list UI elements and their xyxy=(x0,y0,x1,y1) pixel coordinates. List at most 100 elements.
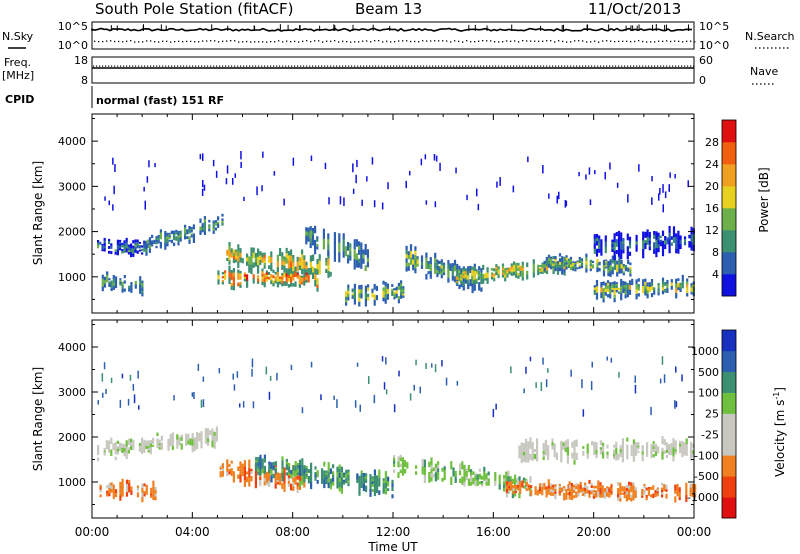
heatmap-cell xyxy=(226,463,229,468)
heatmap-cell xyxy=(606,285,610,290)
heatmap-cell xyxy=(272,473,275,479)
heatmap-cell xyxy=(268,480,271,485)
heatmap-cell xyxy=(101,246,104,248)
heatmap-cell xyxy=(602,442,605,447)
heatmap-cell xyxy=(134,244,137,248)
heatmap-cell xyxy=(440,262,443,266)
nsearch-point xyxy=(278,40,280,42)
heatmap-cell xyxy=(402,288,405,291)
heatmap-cell xyxy=(641,496,644,498)
heatmap-cell xyxy=(207,438,210,443)
nave-point xyxy=(369,65,371,67)
velocity-colorbar-tick: -1000 xyxy=(687,491,719,504)
heatmap-cell xyxy=(256,186,258,196)
heatmap-cell xyxy=(615,239,618,244)
heatmap-cell xyxy=(656,491,659,494)
heatmap-cell xyxy=(598,235,601,240)
heatmap-cell xyxy=(517,267,520,271)
heatmap-cell xyxy=(345,299,348,303)
heatmap-cell xyxy=(607,261,610,265)
heatmap-cell xyxy=(516,482,520,486)
heatmap-cell xyxy=(518,476,521,483)
heatmap-cell xyxy=(128,479,131,484)
heatmap-cell xyxy=(257,248,260,258)
heatmap-cell xyxy=(314,471,317,476)
heatmap-cell xyxy=(581,487,584,490)
nave-point xyxy=(387,65,389,67)
heatmap-cell xyxy=(455,167,457,174)
heatmap-cell xyxy=(522,446,525,450)
heatmap-cell xyxy=(595,252,599,257)
heatmap-cell xyxy=(125,479,129,485)
heatmap-cell xyxy=(316,480,319,484)
heatmap-cell xyxy=(437,464,440,469)
heatmap-cell xyxy=(305,265,308,270)
heatmap-cell xyxy=(573,460,576,465)
heatmap-cell xyxy=(477,273,480,278)
heatmap-cell xyxy=(615,284,618,287)
heatmap-cell xyxy=(219,471,222,474)
heatmap-cell xyxy=(265,274,268,278)
heatmap-cell xyxy=(383,382,386,390)
nave-point xyxy=(144,65,146,67)
heatmap-cell xyxy=(327,258,330,266)
heatmap-cell xyxy=(505,485,509,490)
heatmap-cell xyxy=(470,478,473,483)
heatmap-cell xyxy=(108,241,111,245)
heatmap-cell xyxy=(340,482,343,489)
heatmap-cell xyxy=(641,457,644,462)
heatmap-cell xyxy=(541,264,544,267)
heatmap-cell xyxy=(641,451,644,456)
heatmap-cell xyxy=(119,399,122,408)
heatmap-cell xyxy=(467,266,470,273)
heatmap-cell xyxy=(661,250,665,257)
heatmap-cell xyxy=(525,486,528,489)
nsearch-point xyxy=(506,40,508,42)
heatmap-cell xyxy=(272,461,275,467)
heatmap-cell xyxy=(519,490,522,494)
heatmap-cell xyxy=(99,487,102,490)
heatmap-cell xyxy=(553,443,556,447)
heatmap-cell xyxy=(530,492,533,496)
heatmap-cell xyxy=(232,471,235,478)
heatmap-cell xyxy=(305,275,308,278)
heatmap-cell xyxy=(132,248,135,252)
nsearch-point xyxy=(590,41,592,43)
heatmap-cell xyxy=(592,490,595,493)
heatmap-cell xyxy=(606,288,610,292)
heatmap-cell xyxy=(436,259,439,264)
nsearch-point xyxy=(658,40,660,42)
heatmap-cell xyxy=(230,468,233,472)
heatmap-cell xyxy=(564,440,567,445)
power-colorbar-segment xyxy=(722,142,736,165)
heatmap-cell xyxy=(219,467,222,470)
nave-point xyxy=(399,65,401,67)
heatmap-cell xyxy=(184,236,187,240)
nave-point xyxy=(546,65,548,67)
nave-point xyxy=(177,65,179,67)
heatmap-cell xyxy=(561,262,564,269)
heatmap-cell xyxy=(232,285,235,291)
nsearch-point xyxy=(210,40,212,42)
heatmap-cell xyxy=(554,493,557,497)
heatmap-cell xyxy=(265,471,268,475)
heatmap-cell xyxy=(613,242,616,252)
heatmap-cell xyxy=(386,294,389,300)
heatmap-cell xyxy=(556,265,559,269)
heatmap-cell xyxy=(437,472,440,477)
heatmap-cell xyxy=(381,202,384,210)
heatmap-cell xyxy=(217,225,220,228)
heatmap-cell xyxy=(404,464,407,468)
heatmap-cell xyxy=(384,299,387,304)
heatmap-cell xyxy=(152,439,155,442)
heatmap-cell xyxy=(321,468,324,473)
heatmap-cell xyxy=(593,248,596,254)
heatmap-cell xyxy=(558,191,560,200)
heatmap-cell xyxy=(262,151,264,158)
heatmap-cell xyxy=(316,236,319,240)
heatmap-cell xyxy=(345,474,348,479)
heatmap-cell xyxy=(130,247,133,251)
heatmap-cell xyxy=(531,442,534,448)
heatmap-cell xyxy=(112,443,115,446)
